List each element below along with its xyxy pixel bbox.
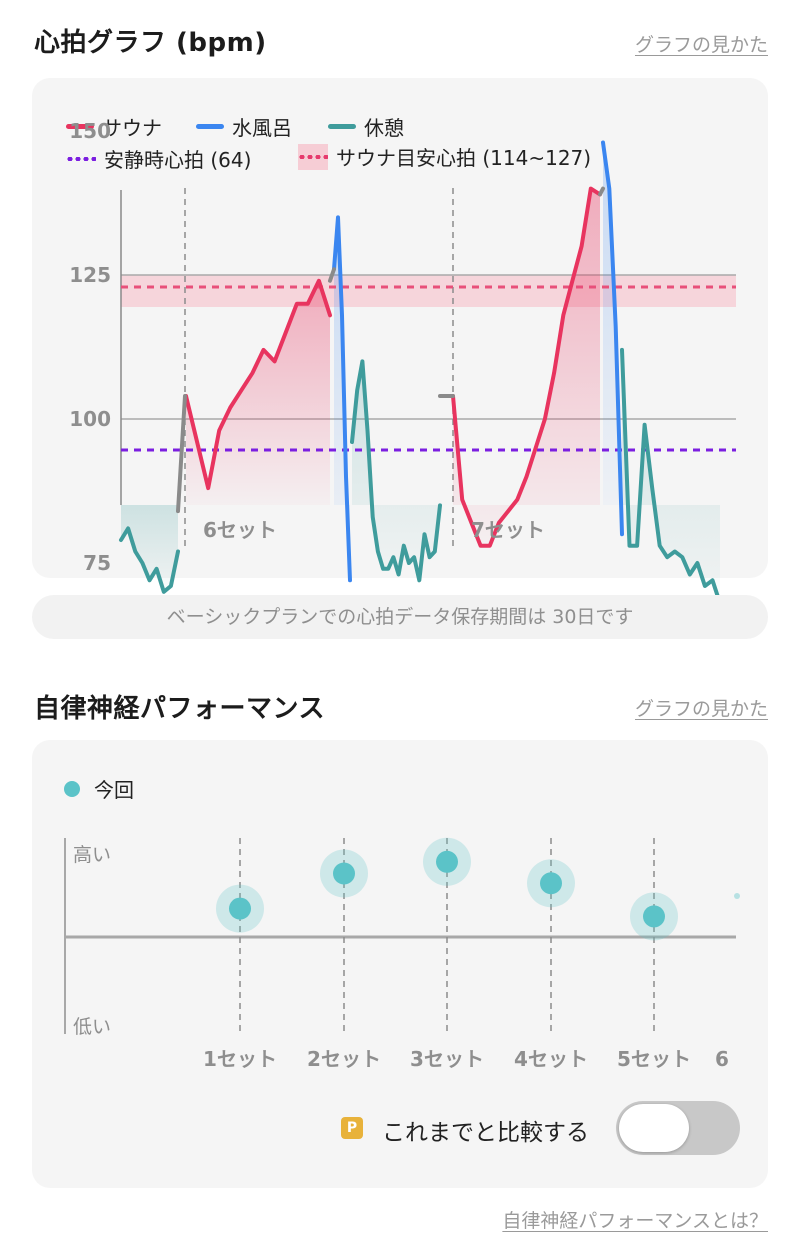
set-label-x2: 2セット — [307, 1047, 381, 1071]
heart-rate-title: 心拍グラフ (bpm) — [34, 28, 267, 58]
sauna-fill-7 — [453, 188, 600, 546]
legend-rest-label: 休憩 — [364, 116, 404, 140]
rest-fill-c — [622, 349, 720, 600]
set-dot-2[interactable] — [333, 862, 355, 885]
legend-bath: 水風呂 — [196, 112, 292, 141]
anp-howto-link[interactable]: グラフの見かた — [634, 698, 768, 720]
set-dot-5[interactable] — [643, 905, 665, 928]
anp-y-high: 高い — [73, 844, 111, 866]
resting-hr-swatch — [66, 156, 96, 161]
transition-line — [328, 267, 336, 283]
heart-graph-howto-link[interactable]: グラフの見かた — [634, 34, 768, 56]
rest-line-b — [350, 359, 442, 583]
legend-bath-label: 水風呂 — [232, 116, 292, 140]
set-label-x6: 6 — [715, 1047, 729, 1071]
storage-notice: ベーシックプランでの心拍データ保存期間は 30日です — [32, 595, 768, 639]
rest-fill-a — [121, 505, 178, 592]
bath-line-7 — [601, 140, 624, 537]
set-label-x3: 3セット — [410, 1047, 484, 1071]
sauna-line-6 — [184, 278, 332, 491]
rest-line-a — [119, 526, 180, 594]
current-dot-swatch — [64, 780, 80, 797]
transition-line — [598, 186, 605, 197]
set-dot-3[interactable] — [436, 850, 458, 873]
set-dot-4[interactable] — [540, 872, 562, 895]
premium-badge: P — [341, 1117, 363, 1139]
heart-rate-chart: 1501251007550 6セット 7セット — [69, 119, 736, 600]
rest-fill-b — [352, 361, 440, 581]
compare-label: これまでと比較する — [382, 1120, 589, 1146]
sauna-line-7 — [451, 186, 602, 548]
set-label-6: 6セット — [203, 518, 277, 542]
y-tick-100: 100 — [69, 407, 111, 431]
transition-line — [176, 393, 187, 514]
set-label-x1: 1セット — [203, 1047, 277, 1071]
target-hr-swatch — [298, 143, 328, 170]
legend-rest: 休憩 — [328, 112, 404, 141]
heart-rate-card: サウナ 水風呂 休憩 安静時心拍 (64) サウナ目安心拍 (114~127) — [32, 78, 768, 578]
compare-toggle[interactable] — [616, 1101, 740, 1155]
legend-resting-hr: 安静時心拍 (64) — [66, 144, 251, 173]
anp-about-link[interactable]: 自律神経パフォーマンスとは？ — [502, 1210, 768, 1232]
anp-title: 自律神経パフォーマンス — [34, 694, 325, 724]
rest-line-c — [620, 347, 722, 600]
rest-swatch — [328, 124, 356, 129]
bath-swatch — [196, 124, 224, 129]
legend-target-hr: サウナ目安心拍 (114~127) — [298, 142, 591, 171]
legend-resting-hr-label: 安静時心拍 (64) — [104, 148, 252, 172]
y-tick-75: 75 — [83, 551, 111, 575]
legend-current: 今回 — [64, 774, 134, 803]
set-dot-6-partial — [734, 893, 740, 899]
set-dot-1[interactable] — [229, 897, 251, 920]
compare-toggle-knob — [619, 1104, 689, 1152]
legend-sauna-label: サウナ — [102, 116, 162, 140]
set-label-x5: 5セット — [617, 1047, 691, 1071]
y-tick-150: 150 — [69, 119, 111, 143]
target-hr-band — [121, 275, 736, 307]
set-label-7: 7セット — [471, 518, 545, 542]
legend-target-hr-label: サウナ目安心拍 (114~127) — [336, 146, 592, 170]
bath-line-6 — [332, 215, 352, 583]
legend-current-label: 今回 — [94, 778, 134, 802]
y-tick-125: 125 — [69, 263, 111, 287]
sauna-swatch — [66, 124, 94, 129]
legend-sauna: サウナ — [66, 112, 162, 141]
anp-y-low: 低い — [73, 1016, 111, 1038]
set-label-x4: 4セット — [514, 1047, 588, 1071]
